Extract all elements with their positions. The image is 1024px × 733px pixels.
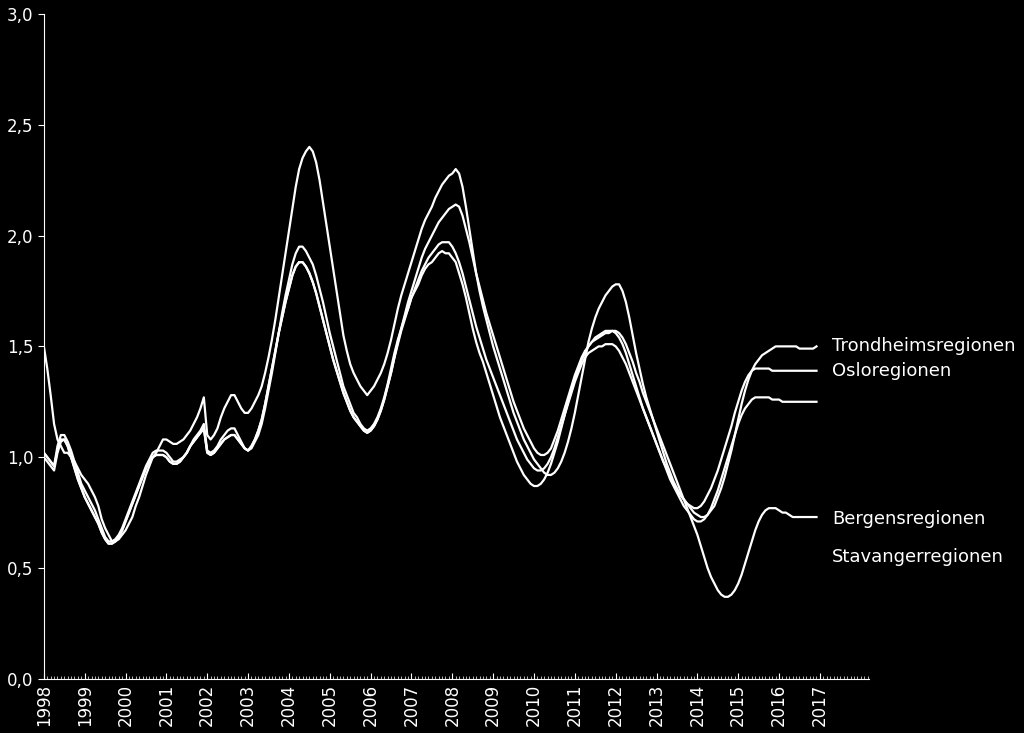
- Text: Osloregionen: Osloregionen: [833, 362, 951, 380]
- Text: Trondheimsregionen: Trondheimsregionen: [833, 337, 1016, 356]
- Text: Stavangerregionen: Stavangerregionen: [833, 548, 1004, 566]
- Text: Bergensregionen: Bergensregionen: [833, 510, 985, 528]
